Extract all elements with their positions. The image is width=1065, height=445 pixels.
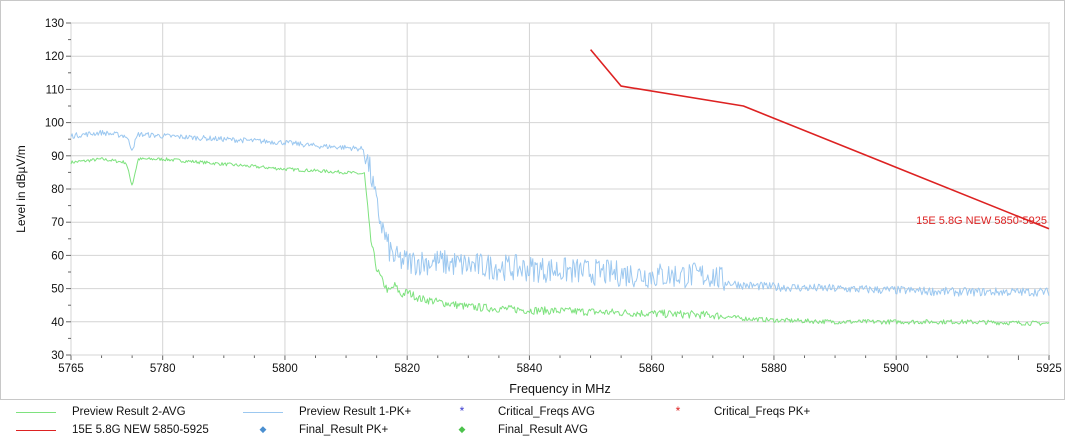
y-axis-label: Level in dBµV/m xyxy=(14,145,28,233)
legend-label: 15E 5.8G NEW 5850-5925 xyxy=(72,424,209,436)
x-tick-label: 5900 xyxy=(883,363,909,375)
legend: Preview Result 2-AVG Preview Result 1-PK… xyxy=(0,402,1065,445)
y-tick-label: 50 xyxy=(51,284,64,296)
legend-swatch xyxy=(10,423,62,437)
y-tick-label: 80 xyxy=(51,184,64,196)
legend-swatch xyxy=(10,405,62,419)
diamond-icon: ◆ xyxy=(259,424,267,434)
legend-item-preview-avg: Preview Result 2-AVG xyxy=(10,405,186,419)
star-icon: * xyxy=(675,404,681,418)
x-tick-label: 5840 xyxy=(517,363,543,375)
legend-swatch xyxy=(237,405,289,419)
series-line-1 xyxy=(70,129,1050,297)
x-tick-label: 5820 xyxy=(394,363,420,375)
chart-frame: 5765 5780 5800 5820 5840 5860 5880 5900 5925 30 40… xyxy=(0,0,1065,400)
legend-label: Final_Result AVG xyxy=(498,424,588,436)
legend-item-critical-pk: * Critical_Freqs PK+ xyxy=(652,404,811,419)
legend-label: Final_Result PK+ xyxy=(299,424,389,436)
y-tick-label: 70 xyxy=(51,217,64,229)
legend-label: Critical_Freqs PK+ xyxy=(714,406,811,418)
y-tick-label: 130 xyxy=(45,18,64,30)
x-tick-label: 5800 xyxy=(272,363,298,375)
star-icon: * xyxy=(459,404,465,418)
x-tick-label: 5765 xyxy=(58,363,84,375)
legend-item-critical-avg: * Critical_Freqs AVG xyxy=(436,404,595,419)
legend-item-final-avg: ◆ Final_Result AVG xyxy=(436,423,588,437)
diamond-icon: ◆ xyxy=(458,424,466,434)
x-axis-label: Frequency in MHz xyxy=(509,382,610,396)
legend-label: Preview Result 2-AVG xyxy=(72,406,186,418)
y-tick-label: 90 xyxy=(51,151,64,163)
y-tick-label: 30 xyxy=(51,350,64,362)
limit-line-annotation: 15E 5.8G NEW 5850-5925 xyxy=(916,215,1047,227)
series-line-2 xyxy=(589,49,1050,230)
y-tick-label: 110 xyxy=(46,84,64,96)
emission-chart: 5765 5780 5800 5820 5840 5860 5880 5900 5925 30 40… xyxy=(14,18,1062,396)
legend-label: Critical_Freqs AVG xyxy=(498,406,595,418)
legend-label: Preview Result 1-PK+ xyxy=(299,406,412,418)
x-tick-label: 5860 xyxy=(639,363,665,375)
x-tick-label: 5880 xyxy=(761,363,787,375)
legend-item-limit-line: 15E 5.8G NEW 5850-5925 xyxy=(10,423,209,437)
x-tick-label: 5780 xyxy=(150,363,176,375)
y-tick-label: 100 xyxy=(45,118,64,130)
y-tick-label: 60 xyxy=(51,250,64,262)
legend-item-preview-pk: Preview Result 1-PK+ xyxy=(237,405,411,419)
y-tick-label: 120 xyxy=(45,51,64,63)
legend-item-final-pk: ◆ Final_Result PK+ xyxy=(237,423,389,437)
series-line-0 xyxy=(70,157,1050,326)
x-tick-label: 5925 xyxy=(1036,363,1062,375)
y-tick-label: 40 xyxy=(51,317,64,329)
